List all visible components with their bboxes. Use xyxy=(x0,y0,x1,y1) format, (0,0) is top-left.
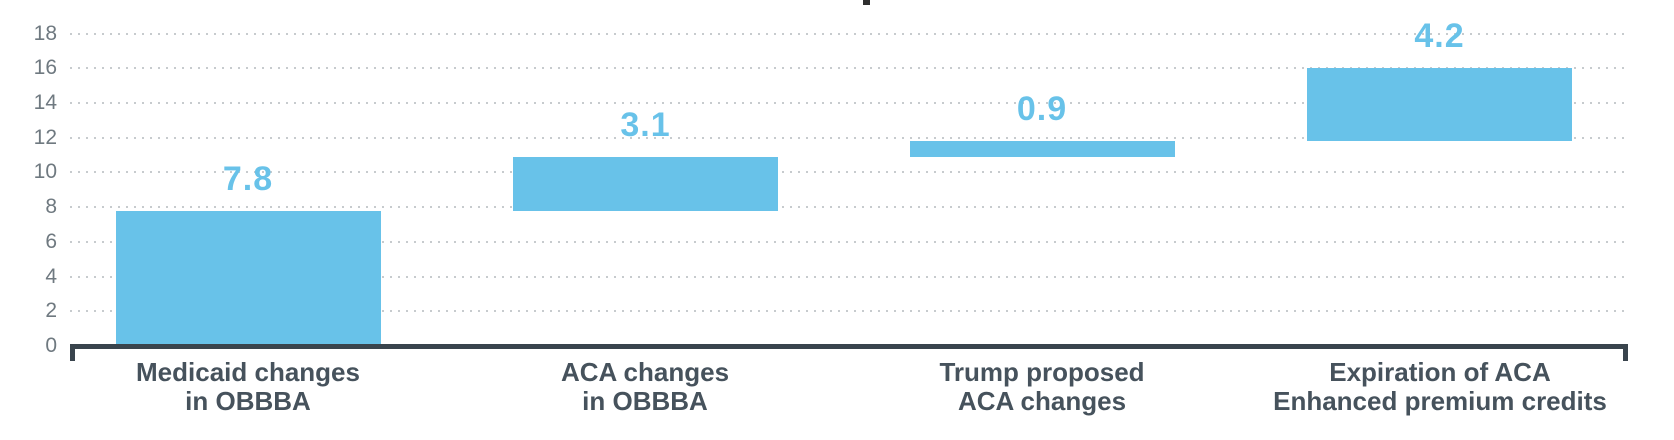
gridline-16 xyxy=(70,67,1630,70)
bar-segment-2 xyxy=(909,141,1175,157)
bar-segment-3 xyxy=(1307,68,1572,142)
y-axis-tick-label-4: 4 xyxy=(45,264,57,288)
y-axis-tick-label-2: 2 xyxy=(45,299,57,323)
bar-value-label-1: 3.1 xyxy=(620,105,671,144)
x-axis-line xyxy=(70,344,1628,349)
y-axis-tick-label-0: 0 xyxy=(45,334,57,357)
bar-segment-1 xyxy=(513,156,778,211)
y-axis-tick-label-10: 10 xyxy=(33,160,57,184)
gridline-18 xyxy=(70,32,1630,35)
gridline-12 xyxy=(70,136,1630,139)
y-axis-tick-label-8: 8 xyxy=(45,195,57,219)
bar-segment-0 xyxy=(115,210,381,346)
gridline-4 xyxy=(70,275,1630,278)
cropped-title-fragment xyxy=(863,0,870,5)
bar-value-label-0: 7.8 xyxy=(222,159,274,198)
y-axis-tick-label-16: 16 xyxy=(33,56,57,80)
bar-value-label-2: 0.9 xyxy=(1016,90,1068,129)
category-label-expiration-aca-credits: Expiration of ACA Enhanced premium credi… xyxy=(1273,357,1607,416)
gridline-10 xyxy=(70,171,1630,174)
gridline-2 xyxy=(70,310,1630,313)
y-axis-tick-label-6: 6 xyxy=(45,229,57,253)
gridline-8 xyxy=(70,206,1630,209)
category-label-aca-changes-obbba: ACA changes in OBBBA xyxy=(560,357,730,416)
x-axis-right-end-tick xyxy=(1623,344,1628,361)
y-axis-tick-label-12: 12 xyxy=(33,125,57,149)
y-axis-tick-label-14: 14 xyxy=(33,90,57,114)
y-axis-tick-label-18: 18 xyxy=(33,21,57,45)
category-label-medicaid-changes-obbba: Medicaid changes in OBBBA xyxy=(136,357,360,416)
bar-value-label-3: 4.2 xyxy=(1414,17,1465,56)
x-axis-left-end-tick xyxy=(70,344,75,361)
gridline-14 xyxy=(70,101,1630,104)
gridline-6 xyxy=(70,240,1630,243)
category-label-trump-proposed-aca-changes: Trump proposed ACA changes xyxy=(939,357,1145,416)
